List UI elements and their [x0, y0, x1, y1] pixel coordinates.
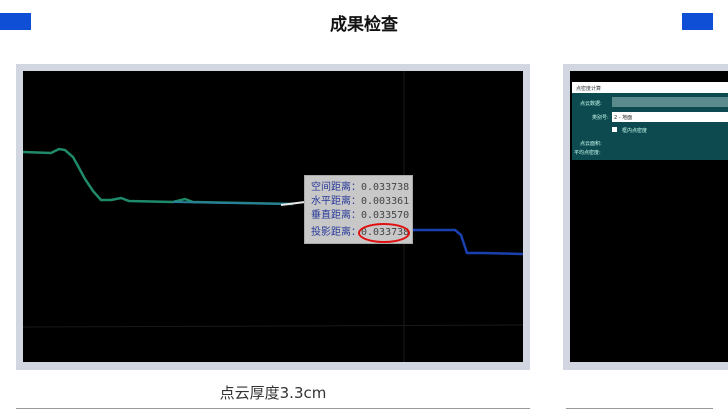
density-dialog: 点密度计算 点云数据: 类别号: 2 - 地面 框内点密度 点云面积: 平均点密… — [572, 82, 728, 160]
density-checkbox[interactable] — [612, 127, 617, 132]
divider — [566, 408, 713, 409]
distance-tooltip: 空间距离：0.033738 水平距离：0.003361 垂直距离：0.03357… — [304, 175, 413, 244]
profile-line-teal — [172, 201, 294, 205]
pointcloud-input[interactable] — [612, 97, 728, 107]
profile-line-green — [23, 147, 294, 206]
tooltip-row: 垂直距离：0.033570 — [311, 210, 410, 221]
tooltip-row: 水平距离：0.003361 — [311, 196, 410, 207]
pointcloud-view: 空间距离：0.033738 水平距离：0.003361 垂直距离：0.03357… — [23, 71, 523, 362]
tooltip-row: 空间距离：0.033738 — [311, 182, 410, 193]
page-title: 成果检查 — [330, 15, 398, 35]
divider — [16, 408, 530, 409]
highlight-ellipse — [358, 223, 410, 243]
class-select[interactable]: 2 - 地面 — [612, 112, 728, 122]
dialog-title: 点密度计算 — [572, 82, 728, 93]
card-caption: 点云厚度3.3cm — [219, 384, 327, 402]
result-card-thickness: 空间距离：0.033738 水平距离：0.003361 垂直距离：0.03357… — [16, 64, 530, 370]
profile-plot — [23, 71, 523, 362]
section-marker-left — [0, 13, 31, 30]
software-view: 点密度计算 点云数据: 类别号: 2 - 地面 框内点密度 点云面积: 平均点密… — [570, 71, 728, 362]
section-marker-right — [682, 13, 713, 30]
measure-arrow — [280, 201, 306, 206]
result-card-density: 点密度计算 点云数据: 类别号: 2 - 地面 框内点密度 点云面积: 平均点密… — [563, 64, 728, 370]
guide-horizontal — [23, 324, 523, 328]
profile-line-blue — [413, 228, 523, 256]
